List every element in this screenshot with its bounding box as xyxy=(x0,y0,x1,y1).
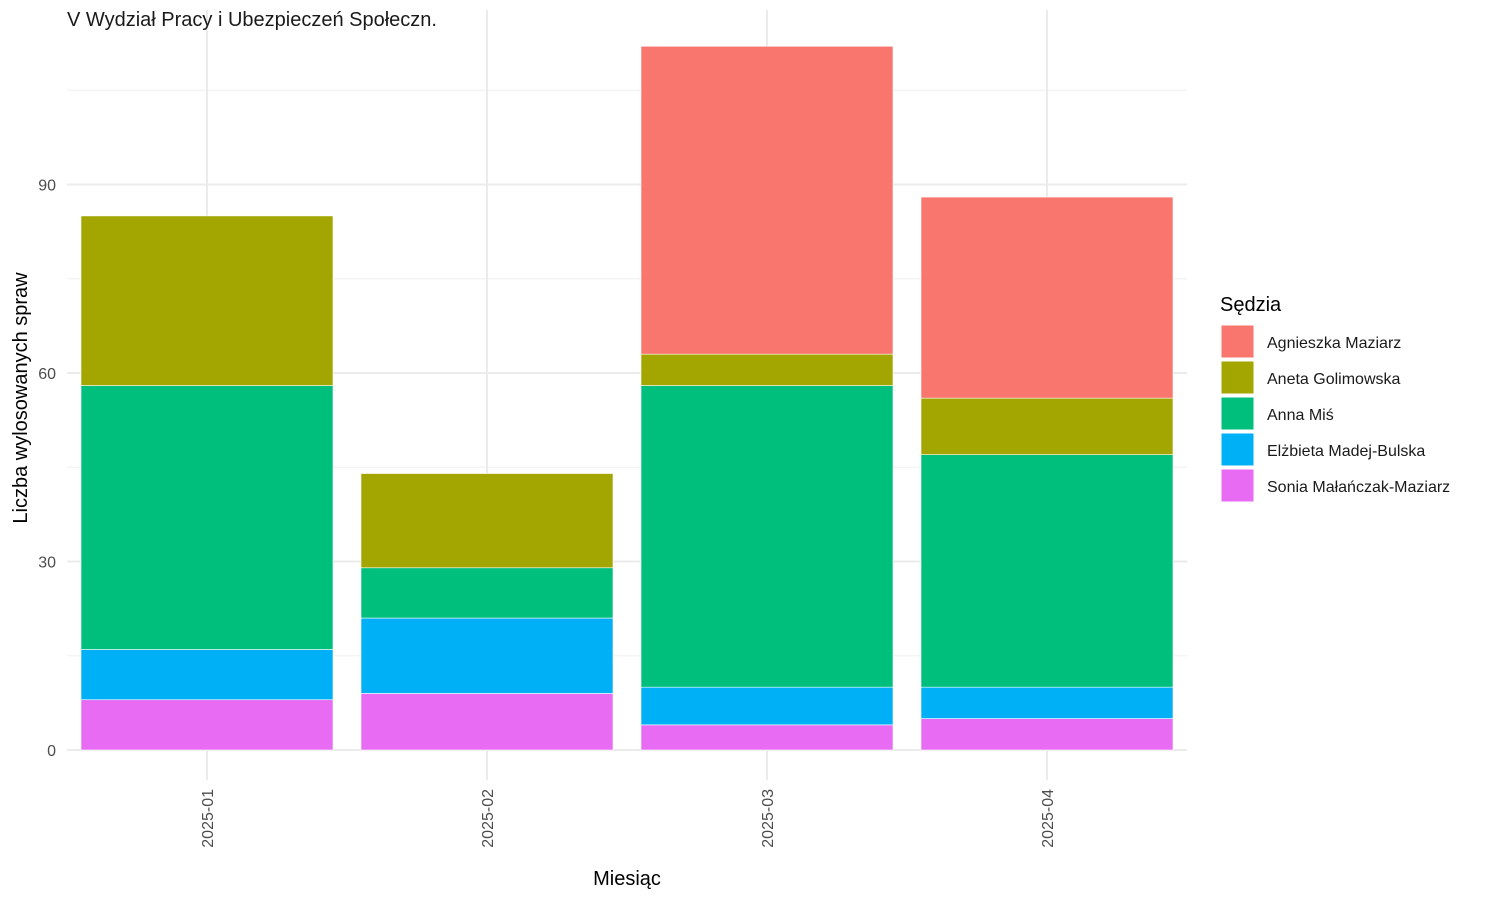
legend-label: Sonia Małańczak-Maziarz xyxy=(1267,479,1450,496)
bar-2025-02-sonia-malanczak-maziarz xyxy=(360,693,614,751)
legend-key xyxy=(1220,468,1255,503)
legend-key xyxy=(1220,396,1255,431)
x-tick-label: 2025-01 xyxy=(200,789,217,848)
y-axis-title: Liczba wylosowanych spraw xyxy=(10,272,32,524)
legend-title: Sędzia xyxy=(1220,294,1282,316)
bar-2025-03-aneta-golimowska xyxy=(640,353,894,386)
bar-2025-03-sonia-malanczak-maziarz xyxy=(640,724,894,751)
bar-2025-04-sonia-malanczak-maziarz xyxy=(920,718,1174,751)
legend: Sędzia Agnieszka Maziarz Aneta Golimowska… xyxy=(1220,294,1450,503)
x-axis-tick-labels: 2025-01 2025-02 2025-03 2025-04 xyxy=(200,789,1057,848)
legend-key xyxy=(1220,432,1255,467)
y-tick-label: 60 xyxy=(38,366,56,383)
bar-2025-01-elzbieta-madej-bulska xyxy=(80,649,334,701)
bar-2025-03-anna-mis xyxy=(640,385,894,688)
legend-label: Agnieszka Maziarz xyxy=(1267,335,1401,352)
bar-2025-02-aneta-golimowska xyxy=(360,473,614,569)
y-tick-label: 90 xyxy=(38,178,56,195)
legend-key xyxy=(1220,360,1255,395)
x-tick-label: 2025-02 xyxy=(480,789,497,848)
legend-key xyxy=(1220,324,1255,359)
bar-2025-02-elzbieta-madej-bulska xyxy=(360,617,614,694)
legend-label: Aneta Golimowska xyxy=(1267,371,1400,388)
x-tick-label: 2025-04 xyxy=(1040,789,1057,848)
legend-label: Elżbieta Madej-Bulska xyxy=(1267,443,1425,460)
bar-2025-01-aneta-golimowska xyxy=(80,215,334,386)
x-tick-label: 2025-03 xyxy=(760,789,777,848)
bar-2025-03-elzbieta-madej-bulska xyxy=(640,686,894,726)
chart-title: V Wydział Pracy i Ubezpieczeń Społeczn. xyxy=(67,9,437,31)
x-axis-title: Miesiąc xyxy=(593,868,661,890)
bar-2025-03-agnieszka-maziarz xyxy=(640,45,894,355)
bar-2025-04-elzbieta-madej-bulska xyxy=(920,686,1174,719)
bar-2025-02-anna-mis xyxy=(360,567,614,619)
legend-label: Anna Miś xyxy=(1267,407,1334,424)
y-tick-label: 0 xyxy=(47,743,56,760)
bar-2025-01-sonia-malanczak-maziarz xyxy=(80,699,334,751)
y-tick-label: 30 xyxy=(38,555,56,572)
bar-2025-04-aneta-golimowska xyxy=(920,397,1174,455)
bar-2025-04-anna-mis xyxy=(920,454,1174,688)
y-axis-tick-labels: 0 30 60 90 xyxy=(38,178,56,761)
bar-2025-04-agnieszka-maziarz xyxy=(920,196,1174,399)
bar-segments xyxy=(80,45,1174,751)
bar-2025-01-anna-mis xyxy=(80,385,334,650)
